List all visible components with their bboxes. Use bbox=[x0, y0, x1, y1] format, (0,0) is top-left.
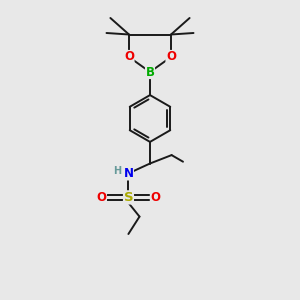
Text: N: N bbox=[123, 167, 134, 180]
Text: S: S bbox=[124, 191, 133, 204]
Text: O: O bbox=[166, 50, 176, 64]
Text: B: B bbox=[146, 65, 154, 79]
Text: O: O bbox=[150, 191, 161, 204]
Text: O: O bbox=[96, 191, 106, 204]
Text: H: H bbox=[113, 166, 121, 176]
Text: O: O bbox=[124, 50, 134, 64]
